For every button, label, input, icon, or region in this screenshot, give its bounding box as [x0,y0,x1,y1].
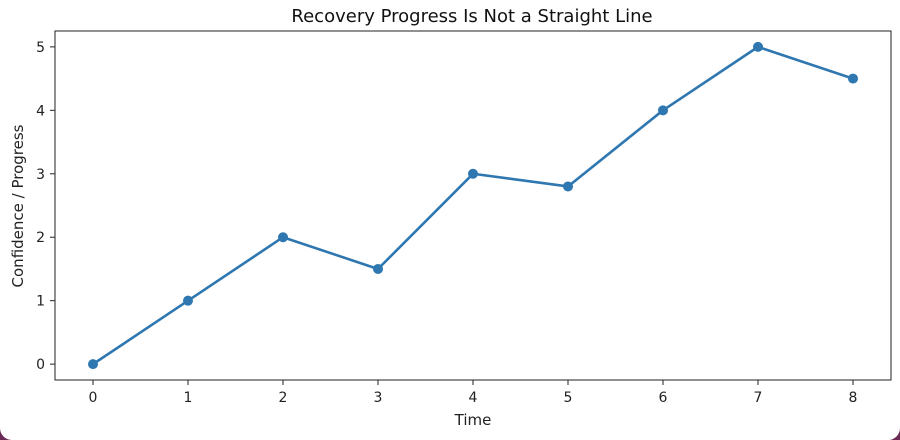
data-point [278,232,288,243]
x-tick-label: 5 [564,390,573,406]
y-tick-label: 3 [36,167,45,183]
x-tick-label: 6 [659,390,668,406]
data-point [753,41,763,52]
data-point [848,73,858,84]
data-point [373,263,383,274]
series-line [92,45,854,366]
x-tick-label: 4 [469,390,478,406]
y-axis: 0 1 2 3 4 5 [36,40,55,373]
chart-title: Recovery Progress Is Not a Straight Line [291,6,652,27]
x-tick-label: 2 [279,390,288,406]
plot-area [54,30,892,381]
x-axis-title: Time [454,411,492,429]
x-axis: 0 1 2 3 4 5 6 7 8 [89,380,858,406]
data-point [183,295,193,306]
y-tick-label: 2 [36,230,45,246]
data-point [563,181,573,192]
data-point [658,105,668,116]
y-tick-label: 5 [36,40,45,56]
x-tick-label: 7 [754,390,763,406]
y-tick-label: 1 [36,294,45,310]
x-tick-label: 1 [184,390,193,406]
x-tick-label: 8 [849,390,858,406]
y-tick-label: 4 [36,103,45,119]
data-point [468,168,478,179]
x-tick-label: 3 [374,390,383,406]
y-tick-label: 0 [36,357,45,373]
y-axis-title: Confidence / Progress [9,124,27,287]
data-point [88,359,98,370]
x-tick-label: 0 [89,390,98,406]
series-layer [88,41,858,370]
